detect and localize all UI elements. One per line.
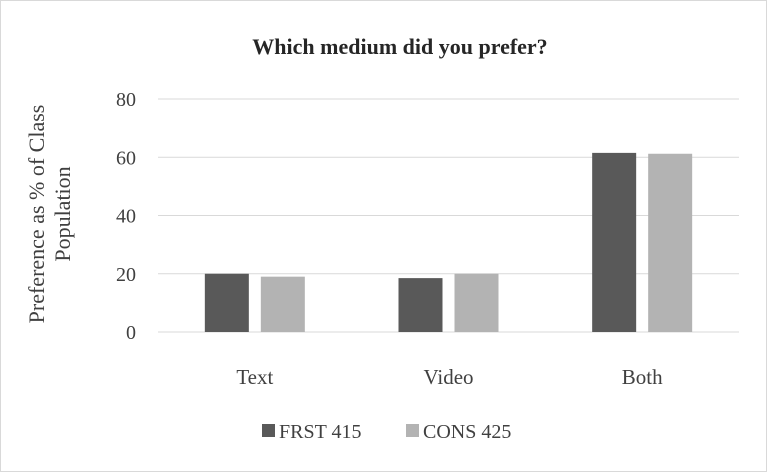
bar-both-frst-415	[592, 152, 637, 332]
bars	[204, 152, 693, 332]
x-tick-label-video: Video	[423, 365, 473, 389]
legend-swatch-frst-415	[262, 424, 275, 437]
legend-label-cons-425: CONS 425	[423, 421, 511, 443]
bar-video-cons-425	[454, 273, 499, 332]
y-axis-label-line-1: Preference as % of Class	[24, 105, 49, 324]
y-tick-labels: 0 20 40 60 80	[116, 89, 136, 344]
x-tick-label-both: Both	[622, 365, 663, 389]
bar-video-frst-415	[398, 278, 443, 332]
y-axis-label: Preference as % of Class Population	[24, 105, 75, 324]
y-tick-label-20: 20	[116, 264, 136, 286]
legend-swatch-cons-425	[406, 424, 419, 437]
y-tick-label-60: 60	[116, 147, 136, 169]
y-tick-label-40: 40	[116, 206, 136, 228]
legend-label-frst-415: FRST 415	[279, 421, 361, 443]
bar-text-cons-425	[260, 276, 305, 332]
y-axis-label-line-2: Population	[50, 166, 75, 261]
bar-both-cons-425	[648, 153, 693, 332]
bar-text-frst-415	[204, 273, 249, 332]
legend: FRST 415 CONS 425	[262, 421, 511, 443]
y-tick-label-0: 0	[126, 322, 136, 344]
gridlines	[158, 98, 739, 333]
chart-title: Which medium did you prefer?	[252, 34, 547, 59]
x-tick-label-text: Text	[236, 365, 273, 389]
category-labels: Text Video Both	[236, 365, 663, 389]
y-tick-label-80: 80	[116, 89, 136, 111]
